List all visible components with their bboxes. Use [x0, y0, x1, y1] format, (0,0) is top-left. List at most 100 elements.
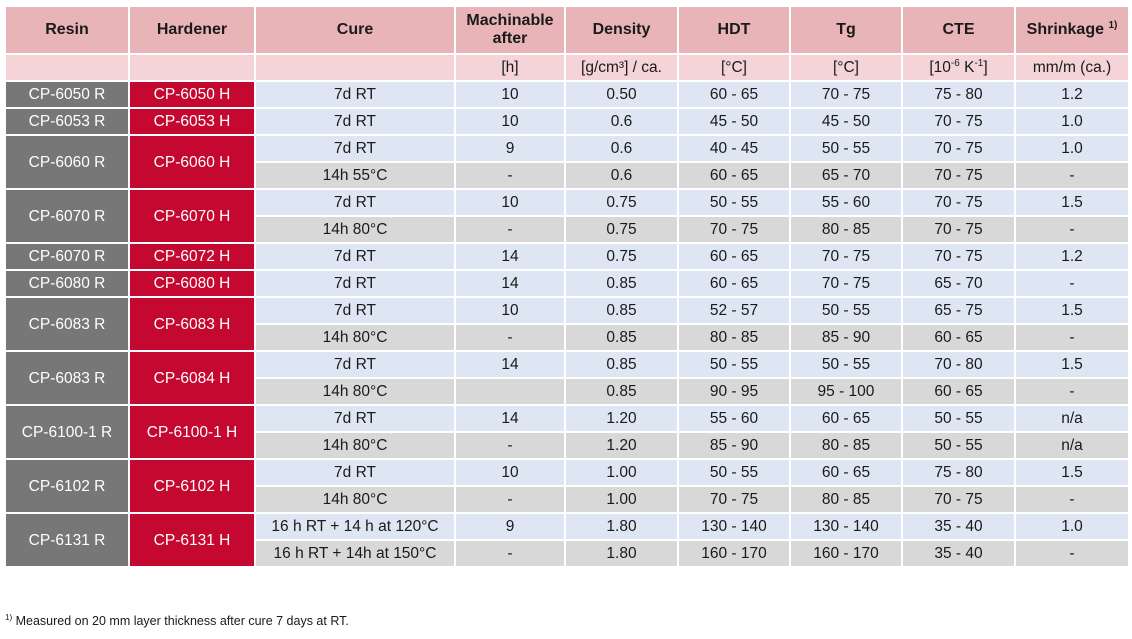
table-body: CP-6050 R CP-6050 H 7d RT 10 0.50 60 - 65 70 -…: [4, 80, 1130, 568]
density-cell: 1.80: [564, 539, 679, 568]
hardener-cell: CP-6084 H: [128, 350, 256, 406]
table-row: 14h 80°C -0.85 80 - 85 85 - 90 60 - 65-: [5, 323, 1130, 352]
shrinkage-cell: n/a: [1014, 404, 1130, 433]
cure-cell: 14h 80°C: [254, 431, 456, 460]
hdt-cell: 52 - 57: [677, 296, 791, 325]
tg-cell: 70 - 75: [789, 269, 903, 298]
density-cell: 0.85: [564, 323, 679, 352]
hardener-cell: CP-6083 H: [128, 296, 256, 352]
hdt-cell: 45 - 50: [677, 107, 791, 136]
unit-shrinkage: mm/m (ca.): [1014, 53, 1130, 82]
cte-cell: 65 - 70: [901, 269, 1016, 298]
table-row: CP-6083 R CP-6084 H 7d RT 14 0.85 50 - 55 50 -…: [4, 350, 1130, 406]
tg-cell: 80 - 85: [789, 215, 903, 244]
density-cell: 1.20: [564, 431, 679, 460]
resin-cell: CP-6083 R: [4, 350, 130, 406]
cure-cell: 7d RT: [254, 134, 456, 163]
cte-cell: 35 - 40: [901, 512, 1016, 541]
machinable-cell: [454, 377, 566, 406]
cte-cell: 60 - 65: [901, 377, 1016, 406]
hdt-cell: 50 - 55: [677, 350, 791, 379]
hdt-cell: 160 - 170: [677, 539, 791, 568]
table-row: 14h 55°C -0.6 60 - 65 65 - 70 70 - 75-: [5, 161, 1130, 190]
table-row: CP-6060 R CP-6060 H 7d RT 9 0.6 40 - 45 50 - 5…: [4, 134, 1130, 190]
hdt-cell: 60 - 65: [677, 242, 791, 271]
resin-cell: CP-6070 R: [4, 242, 130, 271]
density-cell: 0.75: [564, 215, 679, 244]
cure-cell: 7d RT: [254, 188, 456, 217]
unit-cte: [10-6 K-1]: [901, 53, 1016, 82]
hardener-cell: CP-6053 H: [128, 107, 256, 136]
shrinkage-cell: n/a: [1014, 431, 1130, 460]
tg-cell: 50 - 55: [789, 296, 903, 325]
shrinkage-cell: -: [1014, 377, 1130, 406]
header-machinable-line1: Machinable: [466, 12, 554, 29]
cure-cell: 7d RT: [254, 80, 456, 109]
machinable-cell: 10: [454, 296, 566, 325]
hdt-cell: 70 - 75: [677, 485, 791, 514]
cte-cell: 75 - 80: [901, 458, 1016, 487]
table-row: 14h 80°C -0.75 70 - 75 80 - 85 70 - 75-: [5, 215, 1130, 244]
shrinkage-cell: -: [1014, 539, 1130, 568]
cure-cell: 14h 55°C: [254, 161, 456, 190]
machinable-cell: -: [454, 431, 566, 460]
cte-cell: 60 - 65: [901, 323, 1016, 352]
shrinkage-cell: 1.5: [1014, 350, 1130, 379]
cte-cell: 70 - 75: [901, 485, 1016, 514]
hdt-cell: 60 - 65: [677, 161, 791, 190]
unit-cte-exp1: -6: [950, 58, 960, 69]
resin-cell: CP-6080 R: [4, 269, 130, 298]
machinable-cell: 14: [454, 350, 566, 379]
hdt-cell: 70 - 75: [677, 215, 791, 244]
table-row: CP-6100-1 R CP-6100-1 H 7d RT 14 1.20 55 - 60…: [4, 404, 1130, 460]
shrinkage-cell: 1.2: [1014, 80, 1130, 109]
cure-cell: 7d RT: [254, 404, 456, 433]
table-row: 14h 80°C -1.20 85 - 90 80 - 85 50 - 55 n/a: [5, 431, 1130, 460]
unit-cte-mid: K: [959, 59, 975, 76]
density-cell: 0.85: [564, 296, 679, 325]
unit-hdt: [°C]: [677, 53, 791, 82]
table-row: CP-6053 R CP-6053 H 7d RT 10 0.6 45 - 50 45 - …: [4, 107, 1130, 136]
hardener-cell: CP-6080 H: [128, 269, 256, 298]
shrinkage-cell: 1.0: [1014, 512, 1130, 541]
shrinkage-cell: -: [1014, 215, 1130, 244]
machinable-cell: 10: [454, 188, 566, 217]
machinable-cell: 9: [454, 512, 566, 541]
cure-cell: 14h 80°C: [254, 485, 456, 514]
shrinkage-cell: -: [1014, 323, 1130, 352]
hardener-cell: CP-6050 H: [128, 80, 256, 109]
resin-cell: CP-6070 R: [4, 188, 130, 244]
density-cell: 0.85: [564, 269, 679, 298]
footnote: 1) Measured on 20 mm layer thickness aft…: [5, 613, 349, 629]
tg-cell: 160 - 170: [789, 539, 903, 568]
table-row: 16 h RT + 14h at 150°C -1.80 160 - 170 160 …: [5, 539, 1130, 568]
tg-cell: 60 - 65: [789, 404, 903, 433]
resin-cell: CP-6083 R: [4, 296, 130, 352]
footnote-mark: 1): [5, 613, 13, 622]
resin-cell: CP-6102 R: [4, 458, 130, 514]
hdt-cell: 80 - 85: [677, 323, 791, 352]
unit-cte-prefix: [10: [929, 59, 951, 76]
shrinkage-cell: -: [1014, 269, 1130, 298]
hardener-cell: CP-6102 H: [128, 458, 256, 514]
unit-tg: [°C]: [789, 53, 903, 82]
table-row: CP-6050 R CP-6050 H 7d RT 10 0.50 60 - 65 70 -…: [4, 80, 1130, 109]
cte-cell: 70 - 75: [901, 242, 1016, 271]
cte-cell: 50 - 55: [901, 404, 1016, 433]
unit-hardener: [128, 53, 256, 82]
machinable-cell: 9: [454, 134, 566, 163]
header-shrinkage-label: Shrinkage: [1026, 21, 1104, 38]
cure-cell: 7d RT: [254, 242, 456, 271]
machinable-cell: 14: [454, 404, 566, 433]
unit-density: [g/cm³] / ca.: [564, 53, 679, 82]
cure-cell: 14h 80°C: [254, 323, 456, 352]
density-cell: 0.75: [564, 242, 679, 271]
header-resin: Resin: [4, 5, 130, 55]
table-row: 14h 80°C 0.85 90 - 95 95 - 100 60 - 65-: [5, 377, 1130, 406]
table-row: 14h 80°C -1.00 70 - 75 80 - 85 70 - 75-: [5, 485, 1130, 514]
tg-cell: 50 - 55: [789, 134, 903, 163]
machinable-cell: 14: [454, 269, 566, 298]
table-row: CP-6102 R CP-6102 H 7d RT 10 1.00 50 - 55 60 -…: [4, 458, 1130, 514]
cte-cell: 70 - 75: [901, 134, 1016, 163]
